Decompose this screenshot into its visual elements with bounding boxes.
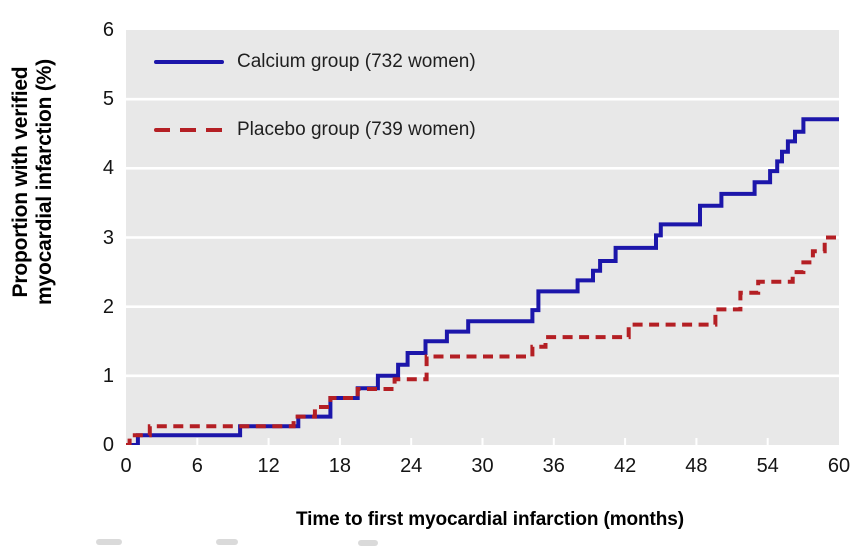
y-tick-label-3: 3 — [102, 226, 114, 249]
legend-label-placebo: Placebo group (739 women) — [237, 119, 476, 140]
y-axis-title-text: Proportion with verified myocardial infa… — [9, 59, 57, 305]
x-tick-label-12: 12 — [257, 455, 280, 477]
x-tick-label-18: 18 — [328, 455, 352, 477]
x-tick-label-0: 0 — [120, 455, 132, 477]
y-tick-label-6: 6 — [102, 19, 114, 41]
y-axis-title-line1: Proportion with verified — [9, 66, 32, 298]
cropped-text-artifact — [358, 540, 378, 546]
y-tick-label-4: 4 — [102, 157, 114, 180]
x-tick-label-24: 24 — [400, 455, 423, 477]
x-tick-label-6: 6 — [191, 455, 203, 477]
y-tick-label-2: 2 — [102, 295, 114, 318]
y-axis-title-line2: myocardial infarction (%) — [33, 59, 56, 305]
y-tick-label-0: 0 — [102, 434, 114, 456]
x-tick-label-36: 36 — [542, 455, 565, 477]
y-tick-label-1: 1 — [102, 364, 114, 387]
calcium-line-sample — [154, 60, 224, 64]
x-tick-label-54: 54 — [756, 455, 779, 477]
x-tick-label-42: 42 — [613, 455, 637, 477]
x-tick-label-30: 30 — [471, 455, 494, 477]
cropped-text-artifact — [216, 539, 238, 545]
cropped-text-artifact — [96, 539, 122, 545]
x-tick-label-60: 60 — [827, 455, 851, 477]
x-axis-title: Time to first myocardial infarction (mon… — [296, 509, 684, 530]
x-tick-label-48: 48 — [685, 455, 708, 477]
plot-area: Calcium group (732 women) Placebo group … — [126, 30, 839, 445]
legend-item-placebo: Placebo group (739 women) — [154, 116, 476, 144]
legend-item-calcium: Calcium group (732 women) — [154, 48, 476, 76]
legend-label-calcium: Calcium group (732 women) — [237, 51, 476, 72]
placebo-group-line — [126, 235, 839, 445]
placebo-line-sample — [154, 127, 224, 133]
step-chart-canvas — [126, 97, 839, 445]
y-tick-label-5: 5 — [102, 88, 114, 111]
